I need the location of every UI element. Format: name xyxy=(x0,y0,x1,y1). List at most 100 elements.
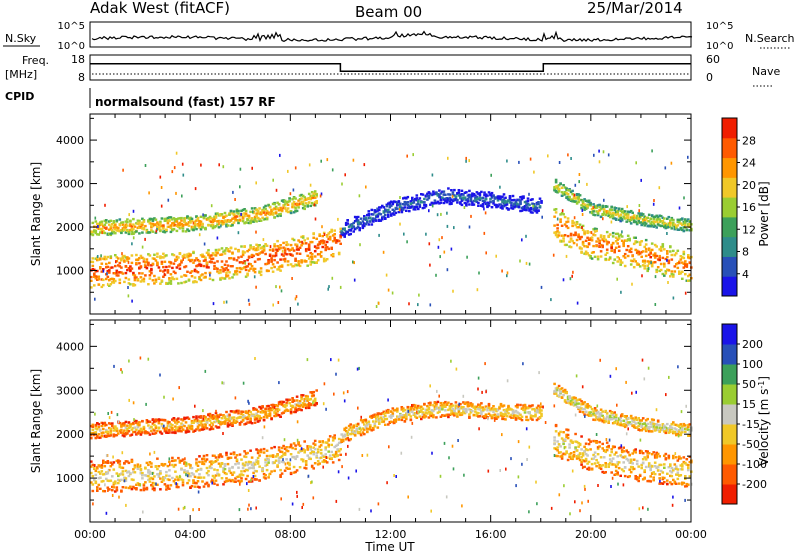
echo-cell xyxy=(605,205,609,208)
echo-cell xyxy=(238,218,242,221)
echo-cell xyxy=(91,233,95,237)
echo-cell xyxy=(667,222,671,226)
echo-cell xyxy=(291,254,294,257)
echo-cell xyxy=(393,200,396,203)
echo-cell xyxy=(298,450,302,453)
echo-cell xyxy=(566,195,570,199)
echo-cell xyxy=(370,213,374,216)
echo-cell xyxy=(210,217,213,220)
echo-cell xyxy=(261,468,264,471)
echo-cell xyxy=(115,269,119,272)
echo-cell xyxy=(584,199,588,202)
echo-cell xyxy=(162,252,165,255)
freq-frame xyxy=(89,54,692,81)
echo-cell xyxy=(289,253,293,257)
echo-cell xyxy=(330,247,333,250)
echo-cell xyxy=(301,394,305,397)
echo-cell xyxy=(207,417,210,421)
echo-cell xyxy=(124,477,128,480)
echo-cell xyxy=(322,455,326,458)
echo-cell xyxy=(96,428,99,431)
echo-cell xyxy=(271,270,275,273)
echo-cell xyxy=(241,463,245,467)
echo-cell xyxy=(402,197,405,200)
echo-cell xyxy=(295,264,299,267)
echo-cell xyxy=(297,443,300,446)
echo-cell xyxy=(163,219,167,222)
echo-cell xyxy=(631,215,634,218)
echo-cell xyxy=(620,207,624,211)
echo-cell xyxy=(390,416,393,419)
echo-cell xyxy=(583,245,586,248)
echo-cell xyxy=(334,455,338,458)
echo-cell xyxy=(145,258,149,261)
echo-cell xyxy=(629,216,633,219)
echo-cell xyxy=(507,408,510,411)
echo-cell xyxy=(304,406,308,410)
echo-cell xyxy=(574,197,577,200)
echo-cell xyxy=(478,271,480,275)
echo-cell xyxy=(129,223,132,226)
echo-cell xyxy=(210,427,213,430)
echo-cell xyxy=(438,238,441,242)
echo-cell xyxy=(501,205,504,208)
echo-cell xyxy=(294,210,297,213)
echo-cell xyxy=(96,435,99,439)
echo-cell xyxy=(450,409,453,412)
echo-cell xyxy=(403,414,407,417)
echo-cell xyxy=(664,222,668,226)
echo-cell xyxy=(238,473,242,476)
echo-cell xyxy=(294,406,297,409)
echo-cell xyxy=(279,450,282,453)
echo-cell xyxy=(147,463,150,467)
echo-cell xyxy=(638,243,642,246)
echo-cell xyxy=(589,211,592,214)
echo-cell xyxy=(223,415,227,418)
echo-cell xyxy=(426,192,429,195)
echo-cell xyxy=(103,255,107,259)
echo-cell xyxy=(628,250,631,253)
echo-cell xyxy=(518,160,520,164)
echo-cell xyxy=(521,238,523,242)
echo-cell xyxy=(211,415,215,418)
echo-cell xyxy=(622,210,625,213)
echo-cell xyxy=(355,427,358,430)
echo-cell xyxy=(144,274,147,277)
echo-cell xyxy=(102,461,105,465)
colorbar-segment xyxy=(722,197,737,218)
echo-cell xyxy=(316,253,320,256)
echo-cell xyxy=(189,475,192,478)
echo-cell xyxy=(279,402,282,406)
echo-cell xyxy=(664,270,668,273)
echo-cell xyxy=(402,409,405,413)
echo-cell xyxy=(435,407,438,410)
echo-cell xyxy=(238,453,242,456)
echo-cell xyxy=(440,212,442,216)
echo-cell xyxy=(578,180,580,184)
echo-cell xyxy=(487,201,491,205)
echo-cell xyxy=(162,479,165,482)
echo-cell xyxy=(526,202,530,206)
echo-cell xyxy=(275,285,277,289)
echo-cell xyxy=(102,479,105,483)
echo-cell xyxy=(198,233,201,237)
echo-cell xyxy=(581,200,585,204)
echo-cell xyxy=(252,269,255,272)
echo-cell xyxy=(193,280,197,283)
echo-cell xyxy=(307,398,311,401)
echo-cell xyxy=(318,240,321,244)
echo-cell xyxy=(505,409,509,413)
echo-cell xyxy=(139,254,143,258)
echo-cell xyxy=(132,430,135,434)
echo-cell xyxy=(169,230,173,234)
echo-cell xyxy=(132,217,135,221)
echo-cell xyxy=(91,432,95,435)
echo-cell xyxy=(189,221,192,224)
echo-cell xyxy=(165,219,168,222)
echo-cell xyxy=(472,406,476,409)
echo-cell xyxy=(271,455,275,458)
echo-cell xyxy=(279,212,282,216)
echo-cell xyxy=(313,404,317,407)
echo-cell xyxy=(417,202,420,205)
echo-cell xyxy=(493,413,497,416)
